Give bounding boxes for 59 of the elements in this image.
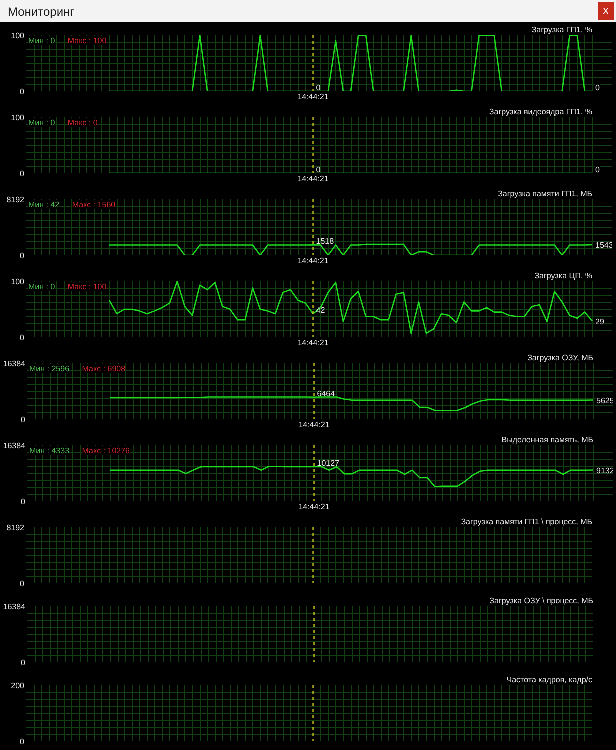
- chart-title: Загрузка ГП1, %: [532, 26, 593, 34]
- x-tick-label: 14:44:21: [298, 174, 330, 184]
- annotation: Мин : 0: [28, 118, 56, 128]
- y-tick-label: 8192: [6, 196, 26, 204]
- annotation: Макс : 100: [68, 36, 108, 46]
- data-label: 5625: [596, 396, 615, 406]
- y-tick-label: 0: [20, 738, 26, 746]
- annotation: Мин : 2596: [30, 364, 70, 374]
- y-tick-label: 0: [20, 580, 26, 588]
- y-tick-label: 0: [21, 498, 26, 506]
- y-tick-label: 0: [20, 252, 26, 260]
- x-tick-label: 14:44:21: [298, 502, 330, 512]
- y-tick-label: 0: [21, 658, 26, 668]
- y-tick-label: 16384: [3, 360, 26, 368]
- y-tick-label: 0: [21, 416, 26, 424]
- y-tick-label: 100: [11, 278, 26, 286]
- annotation: Макс : 6908: [82, 364, 126, 374]
- y-tick-label: 16384: [3, 602, 26, 612]
- chart-title: Загрузка памяти ГП1, МБ: [498, 190, 593, 198]
- y-tick-label: 0: [20, 88, 26, 96]
- data-label: 9132: [596, 466, 615, 476]
- y-tick-label: 16384: [3, 442, 26, 450]
- x-tick-label: 14:44:21: [298, 338, 330, 348]
- annotation: Мин : 4333: [30, 446, 70, 456]
- chart-title: Загрузка ОЗУ \ процесс, МБ: [490, 596, 594, 606]
- chart-title: Частота кадров, кадр/с: [506, 676, 593, 684]
- data-label: 10127: [317, 458, 340, 468]
- chart-title: Загрузка ЦП, %: [534, 272, 593, 280]
- y-tick-label: 0: [20, 334, 26, 342]
- annotation: Макс : 1560: [72, 200, 116, 210]
- data-label: 1518: [316, 237, 335, 246]
- annotation: Макс : 100: [68, 282, 108, 292]
- annotation: Макс : 0: [68, 118, 98, 128]
- y-tick-label: 0: [20, 170, 26, 178]
- data-label: 1543: [596, 240, 614, 250]
- chart-title: Загрузка памяти ГП1 \ процесс, МБ: [461, 518, 593, 526]
- text: Мониторинг: [8, 4, 75, 21]
- x-tick-label: 14:44:21: [298, 92, 330, 102]
- y-tick-label: 100: [11, 114, 26, 122]
- chart-title: Выделенная память, МБ: [502, 436, 594, 444]
- x-tick-label: 14:44:21: [298, 256, 330, 266]
- chart-title: Загрузка ОЗУ, МБ: [528, 354, 594, 362]
- y-tick-label: 200: [11, 682, 26, 690]
- annotation: Мин : 42: [28, 200, 60, 210]
- data-label: 42: [316, 306, 326, 315]
- data-label: 0: [316, 166, 322, 174]
- chart-title: Загрузка видеоядра ГП1, %: [489, 108, 593, 116]
- annotation: Мин : 0: [28, 282, 56, 292]
- data-label: 6464: [317, 389, 336, 398]
- x-tick-label: 14:44:21: [298, 420, 330, 430]
- data-label: 0: [316, 84, 322, 92]
- data-label: 29: [596, 317, 605, 326]
- annotation: Макс : 10276: [82, 446, 131, 456]
- annotation: Мин : 0: [28, 36, 56, 46]
- y-tick-label: 8192: [6, 524, 26, 532]
- data-label: 0: [596, 84, 600, 92]
- data-label: 0: [596, 166, 600, 174]
- text: x: [598, 2, 614, 20]
- y-tick-label: 100: [11, 32, 26, 40]
